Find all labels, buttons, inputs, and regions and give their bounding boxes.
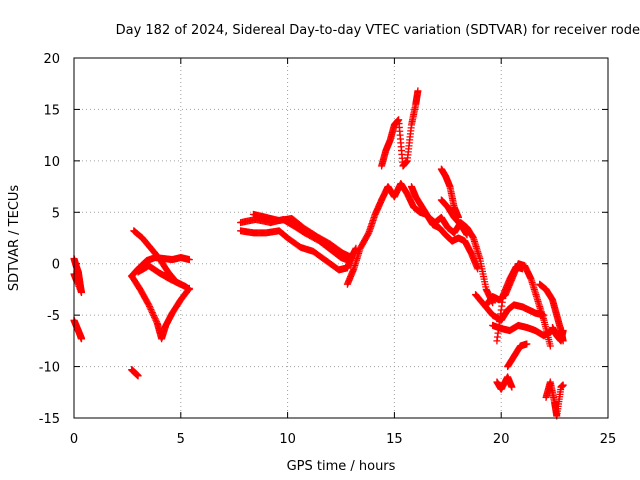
y-tick-label: -10 <box>39 361 60 376</box>
tick-marks <box>73 57 609 419</box>
data-point <box>149 310 157 318</box>
series-seg13 <box>407 183 497 307</box>
series-seg12 <box>378 87 422 170</box>
data-point <box>77 335 85 343</box>
data-series <box>70 87 567 420</box>
x-tick-label: 5 <box>177 432 185 447</box>
series-seg19 <box>493 263 527 345</box>
x-tick-labels: 0 5 10 15 20 25 <box>70 432 616 447</box>
x-tick-label: 10 <box>279 432 296 447</box>
data-point <box>148 309 156 317</box>
series-seg3 <box>128 366 142 380</box>
data-point <box>151 315 159 323</box>
data-point <box>519 265 527 273</box>
series-seg7 <box>134 262 185 288</box>
data-point <box>185 284 193 292</box>
data-point <box>508 383 516 391</box>
series-seg11 <box>343 179 482 288</box>
series-seg10 <box>249 210 356 262</box>
series-seg15 <box>437 165 462 221</box>
data-point <box>145 301 153 309</box>
data-point <box>146 304 154 312</box>
data-point <box>150 312 158 320</box>
data-point <box>523 340 531 348</box>
data-point <box>148 307 156 315</box>
data-point <box>152 316 160 324</box>
data-point <box>185 285 193 293</box>
data-point <box>414 87 422 95</box>
data-point <box>185 256 193 264</box>
x-tick-label: 25 <box>600 432 617 447</box>
data-point <box>73 278 81 286</box>
y-tick-label: -15 <box>39 412 60 427</box>
x-tick-label: 15 <box>386 432 403 447</box>
grid <box>74 58 608 418</box>
data-point <box>463 231 471 239</box>
series-seg24 <box>548 323 567 345</box>
x-tick-label: 20 <box>493 432 510 447</box>
series-seg23 <box>542 378 567 420</box>
plot-frame <box>73 57 609 419</box>
data-point <box>546 342 554 350</box>
y-tick-label: 5 <box>52 206 60 221</box>
x-axis-title: GPS time / hours <box>287 459 396 474</box>
data-point <box>134 372 142 380</box>
data-point <box>177 280 185 288</box>
series-seg1 <box>70 255 85 297</box>
y-tick-label: 15 <box>43 103 60 118</box>
x-tick-label: 0 <box>70 432 78 447</box>
series-seg21 <box>493 373 516 393</box>
y-axis-title: SDTVAR / TECUs <box>7 185 22 292</box>
y-tick-labels: -15 -10 -5 0 5 10 15 20 <box>39 52 60 427</box>
data-point <box>150 313 158 321</box>
data-point <box>559 381 567 389</box>
y-tick-label: 20 <box>43 52 60 67</box>
y-tick-label: 0 <box>52 258 60 273</box>
data-point <box>348 254 356 262</box>
y-tick-label: 10 <box>43 155 60 170</box>
data-point <box>454 213 462 221</box>
data-point <box>145 302 153 310</box>
data-point <box>147 305 155 313</box>
y-tick-label: -5 <box>47 309 60 324</box>
series-seg6 <box>128 272 193 343</box>
series-seg2 <box>70 316 85 343</box>
data-point <box>559 327 567 335</box>
series-seg9 <box>237 227 356 274</box>
chart-title: Day 182 of 2024, Sidereal Day-to-day VTE… <box>116 23 640 38</box>
series-seg20 <box>504 340 531 371</box>
